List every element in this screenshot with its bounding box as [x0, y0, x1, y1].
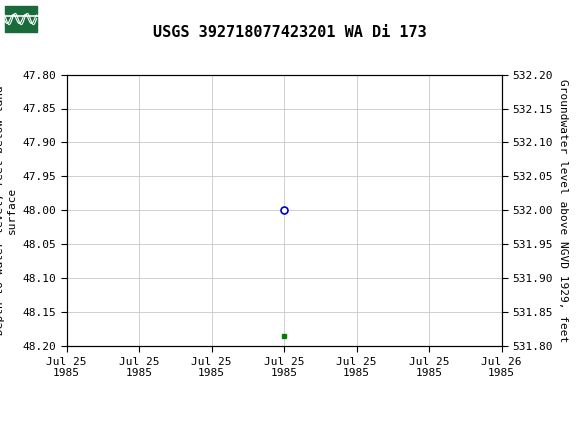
Y-axis label: Depth to water level, feet below land
surface: Depth to water level, feet below land su…: [0, 86, 17, 335]
Y-axis label: Groundwater level above NGVD 1929, feet: Groundwater level above NGVD 1929, feet: [558, 79, 568, 342]
Text: USGS 392718077423201 WA Di 173: USGS 392718077423201 WA Di 173: [153, 25, 427, 40]
Text: USGS: USGS: [42, 9, 106, 29]
FancyBboxPatch shape: [5, 3, 37, 35]
